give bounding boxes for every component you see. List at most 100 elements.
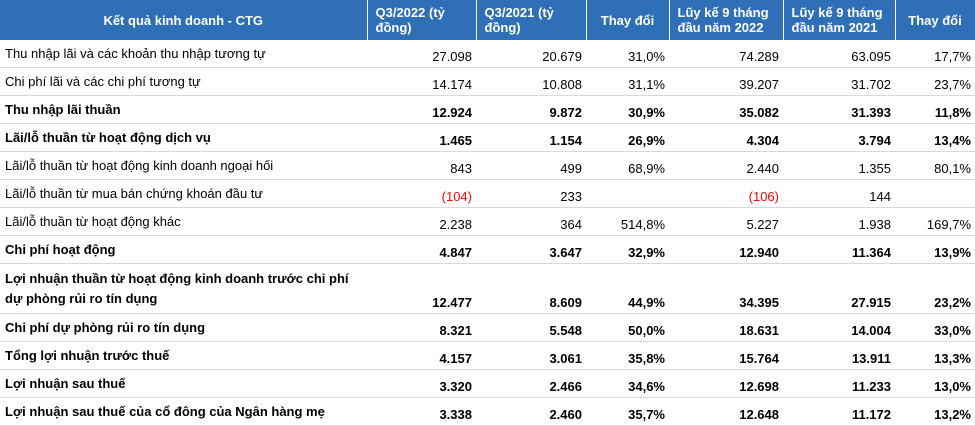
header-change-quarter: Thay đổi — [586, 0, 670, 40]
cell-change-quarter: 68,9% — [586, 151, 669, 180]
cell-ytd-2021: 13.911 — [783, 341, 895, 370]
cell-change-ytd: 13,3% — [895, 341, 975, 370]
cell-ytd-2021: 11.233 — [783, 369, 895, 398]
cell-change-ytd: 169,7% — [895, 207, 975, 236]
table-row: Chi phí lãi và các chi phí tương tự 14.1… — [0, 67, 975, 96]
cell-change-ytd: 23,7% — [895, 67, 975, 96]
table-row: Lợi nhuận sau thuế của cổ đông của Ngân … — [0, 397, 975, 426]
cell-ytd-2022: 5.227 — [669, 207, 783, 236]
row-label: Lợi nhuận sau thuế — [0, 369, 367, 398]
cell-ytd-2021: 27.915 — [783, 263, 895, 314]
cell-q3-2021: 8.609 — [476, 263, 586, 314]
row-label: Thu nhập lãi thuần — [0, 95, 367, 124]
cell-q3-2022: 8.321 — [367, 313, 476, 342]
cell-ytd-2021: 11.172 — [783, 397, 895, 426]
cell-change-quarter — [586, 179, 669, 208]
cell-change-quarter: 35,7% — [586, 397, 669, 426]
table-row: Tổng lợi nhuận trước thuế 4.157 3.061 35… — [0, 341, 975, 370]
cell-ytd-2022: 2.440 — [669, 151, 783, 180]
table-header-row: Kết quả kinh doanh - CTG Q3/2022 (tỷ đồn… — [0, 0, 975, 40]
cell-ytd-2022: 18.631 — [669, 313, 783, 342]
cell-q3-2021: 499 — [476, 151, 586, 180]
cell-change-ytd: 13,0% — [895, 369, 975, 398]
row-label: Tổng lợi nhuận trước thuế — [0, 341, 367, 370]
table-row: Chi phí hoạt động 4.847 3.647 32,9% 12.9… — [0, 235, 975, 264]
cell-ytd-2022: 39.207 — [669, 67, 783, 96]
cell-change-quarter: 50,0% — [586, 313, 669, 342]
cell-change-quarter: 34,6% — [586, 369, 669, 398]
cell-q3-2022: 14.174 — [367, 67, 476, 96]
cell-q3-2021: 3.647 — [476, 235, 586, 264]
row-label: Thu nhập lãi và các khoản thu nhập tương… — [0, 40, 367, 68]
cell-ytd-2021: 3.794 — [783, 123, 895, 152]
cell-ytd-2021: 31.393 — [783, 95, 895, 124]
cell-change-quarter: 32,9% — [586, 235, 669, 264]
cell-change-ytd: 80,1% — [895, 151, 975, 180]
table-row: Lợi nhuận thuần từ hoạt động kinh doanh … — [0, 263, 975, 314]
cell-change-ytd: 11,8% — [895, 95, 975, 124]
cell-ytd-2021: 144 — [783, 179, 895, 208]
table-row: Thu nhập lãi và các khoản thu nhập tương… — [0, 40, 975, 68]
cell-ytd-2022: 12.648 — [669, 397, 783, 426]
cell-change-ytd: 13,2% — [895, 397, 975, 426]
row-label: Lợi nhuận sau thuế của cổ đông của Ngân … — [0, 397, 367, 426]
cell-ytd-2021: 1.938 — [783, 207, 895, 236]
table-row: Chi phí dự phòng rủi ro tín dụng 8.321 5… — [0, 313, 975, 342]
cell-q3-2021: 364 — [476, 207, 586, 236]
table-row: Lãi/lỗ thuần từ hoạt động dịch vụ 1.465 … — [0, 123, 975, 152]
cell-change-quarter: 44,9% — [586, 263, 669, 314]
table-row: Lãi/lỗ thuần từ hoạt động khác 2.238 364… — [0, 207, 975, 236]
cell-q3-2021: 233 — [476, 179, 586, 208]
cell-q3-2021: 10.808 — [476, 67, 586, 96]
cell-ytd-2021: 63.095 — [783, 40, 895, 68]
cell-ytd-2021: 1.355 — [783, 151, 895, 180]
cell-change-quarter: 35,8% — [586, 341, 669, 370]
header-q3-2021: Q3/2021 (tỷ đồng) — [476, 0, 587, 40]
cell-change-ytd: 13,9% — [895, 235, 975, 264]
cell-change-ytd: 13,4% — [895, 123, 975, 152]
cell-change-ytd: 23,2% — [895, 263, 975, 314]
cell-ytd-2022: 4.304 — [669, 123, 783, 152]
cell-change-quarter: 514,8% — [586, 207, 669, 236]
row-label: Lợi nhuận thuần từ hoạt động kinh doanh … — [0, 263, 367, 314]
cell-change-ytd: 33,0% — [895, 313, 975, 342]
cell-q3-2022: (104) — [367, 179, 476, 208]
table-row: Lãi/lỗ thuần từ mua bán chứng khoán đầu … — [0, 179, 975, 208]
header-ytd-2021: Lũy kế 9 tháng đầu năm 2021 — [783, 0, 896, 40]
table-row: Thu nhập lãi thuần 12.924 9.872 30,9% 35… — [0, 95, 975, 124]
cell-q3-2022: 843 — [367, 151, 476, 180]
cell-ytd-2022: 34.395 — [669, 263, 783, 314]
cell-change-quarter: 31,0% — [586, 40, 669, 68]
header-change-ytd: Thay đổi — [895, 0, 975, 40]
header-q3-2022: Q3/2022 (tỷ đồng) — [367, 0, 477, 40]
cell-change-quarter: 30,9% — [586, 95, 669, 124]
cell-ytd-2021: 31.702 — [783, 67, 895, 96]
cell-q3-2022: 2.238 — [367, 207, 476, 236]
header-title: Kết quả kinh doanh - CTG — [0, 0, 368, 40]
cell-q3-2021: 5.548 — [476, 313, 586, 342]
row-label: Lãi/lỗ thuần từ hoạt động kinh doanh ngo… — [0, 151, 367, 180]
row-label: Chi phí lãi và các chi phí tương tự — [0, 67, 367, 96]
table-row: Lãi/lỗ thuần từ hoạt động kinh doanh ngo… — [0, 151, 975, 180]
cell-change-ytd — [895, 179, 975, 208]
row-label: Lãi/lỗ thuần từ hoạt động dịch vụ — [0, 123, 367, 152]
row-label: Chi phí hoạt động — [0, 235, 367, 264]
cell-ytd-2022: 15.764 — [669, 341, 783, 370]
cell-ytd-2021: 14.004 — [783, 313, 895, 342]
cell-q3-2022: 1.465 — [367, 123, 476, 152]
cell-q3-2021: 20.679 — [476, 40, 586, 68]
header-ytd-2022: Lũy kế 9 tháng đầu năm 2022 — [669, 0, 784, 40]
row-label: Lãi/lỗ thuần từ mua bán chứng khoán đầu … — [0, 179, 367, 208]
cell-q3-2022: 12.924 — [367, 95, 476, 124]
cell-q3-2021: 2.460 — [476, 397, 586, 426]
cell-q3-2021: 3.061 — [476, 341, 586, 370]
cell-q3-2022: 4.847 — [367, 235, 476, 264]
cell-q3-2022: 12.477 — [367, 263, 476, 314]
cell-q3-2021: 9.872 — [476, 95, 586, 124]
cell-q3-2022: 27.098 — [367, 40, 476, 68]
cell-ytd-2021: 11.364 — [783, 235, 895, 264]
cell-ytd-2022: 74.289 — [669, 40, 783, 68]
cell-ytd-2022: 12.940 — [669, 235, 783, 264]
cell-q3-2022: 4.157 — [367, 341, 476, 370]
